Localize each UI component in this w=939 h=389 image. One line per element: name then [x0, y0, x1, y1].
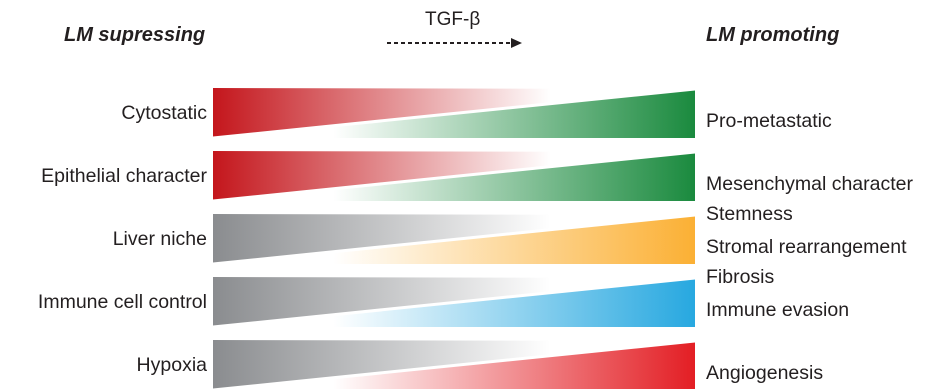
- lm-promoting-label-line: Stromal rearrangement: [706, 236, 907, 258]
- wedge-divider: [212, 87, 696, 140]
- wedge-divider: [212, 213, 696, 266]
- lm-promoting-label-line: Angiogenesis: [706, 362, 824, 384]
- lm-suppressing-header: LM supressing: [64, 24, 206, 46]
- tgf-beta-label: TGF-β: [425, 9, 481, 30]
- tgf-beta-arrow-icon: [387, 38, 522, 48]
- lm-promoting-label: Angiogenesis: [706, 358, 823, 388]
- lm-promoting-label: Mesenchymal character Stemness: [706, 169, 913, 229]
- lm-promoting-label: Immune evasion: [706, 295, 849, 325]
- wedge-divider: [212, 150, 696, 203]
- lm-suppressing-label: Hypoxia: [136, 354, 207, 376]
- lm-suppressing-label: Cytostatic: [121, 102, 207, 124]
- lm-suppressing-label: Epithelial character: [41, 165, 207, 187]
- lm-promoting-label-line: Mesenchymal character: [706, 173, 913, 195]
- lm-promoting-label-line: Stemness: [706, 203, 793, 225]
- wedge-divider: [212, 276, 696, 329]
- lm-promoting-label: Stromal rearrangement Fibrosis: [706, 232, 907, 292]
- lm-suppressing-label: Immune cell control: [37, 291, 207, 313]
- lm-promoting-label-line: Fibrosis: [706, 266, 775, 288]
- wedge-divider: [212, 339, 696, 389]
- lm-promoting-label-line: Immune evasion: [706, 299, 850, 321]
- lm-promoting-label: Pro-metastatic: [706, 106, 832, 136]
- lm-suppressing-label: Liver niche: [112, 228, 207, 250]
- lm-promoting-label-line: Pro-metastatic: [706, 110, 832, 132]
- lm-promoting-header: LM promoting: [706, 24, 840, 46]
